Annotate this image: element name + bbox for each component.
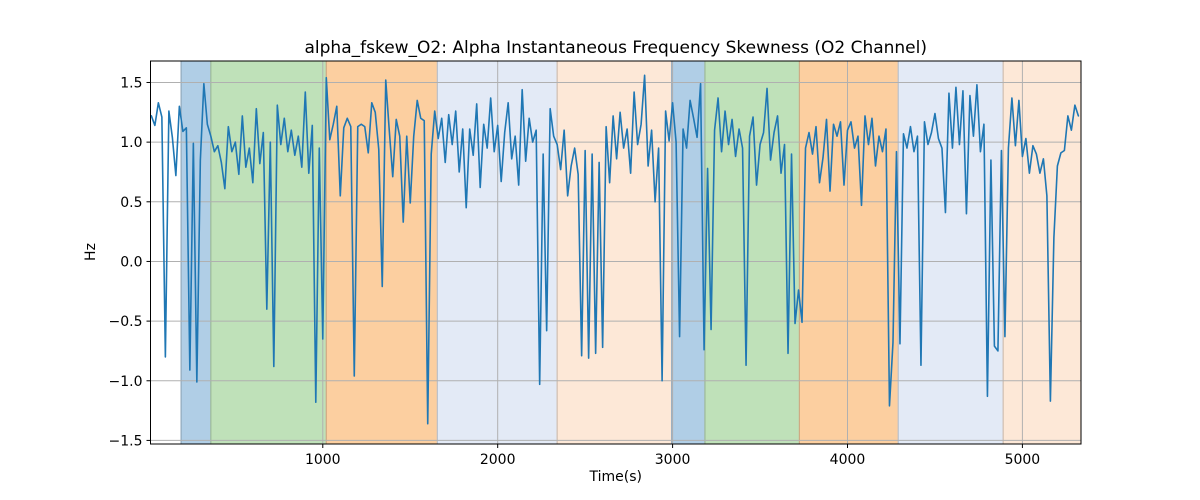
highlight-band [181, 61, 211, 444]
x-tick-label: 4000 [830, 452, 866, 468]
y-tick-label: 0.0 [120, 254, 142, 270]
x-axis-label: Time(s) [589, 469, 642, 485]
x-tick-label: 3000 [655, 452, 691, 468]
y-tick-label: 1.0 [120, 135, 142, 151]
y-axis-label: Hz [83, 243, 99, 261]
y-tick-label: −0.5 [109, 314, 143, 330]
y-tick-label: −1.0 [109, 374, 143, 390]
series-line [150, 74, 1080, 425]
x-tick-label: 1000 [305, 452, 341, 468]
highlight-band [1003, 61, 1081, 444]
y-tick-label: −1.5 [109, 433, 143, 449]
highlight-band [557, 61, 672, 444]
x-tick-label: 2000 [480, 452, 516, 468]
x-tick-label: 5000 [1005, 452, 1041, 468]
highlight-band [799, 61, 899, 444]
y-tick-label: 0.5 [120, 195, 142, 211]
chart-title: alpha_fskew_O2: Alpha Instantaneous Freq… [304, 38, 927, 58]
axes-spines [150, 60, 1082, 445]
y-tick-label: 1.5 [120, 75, 142, 91]
